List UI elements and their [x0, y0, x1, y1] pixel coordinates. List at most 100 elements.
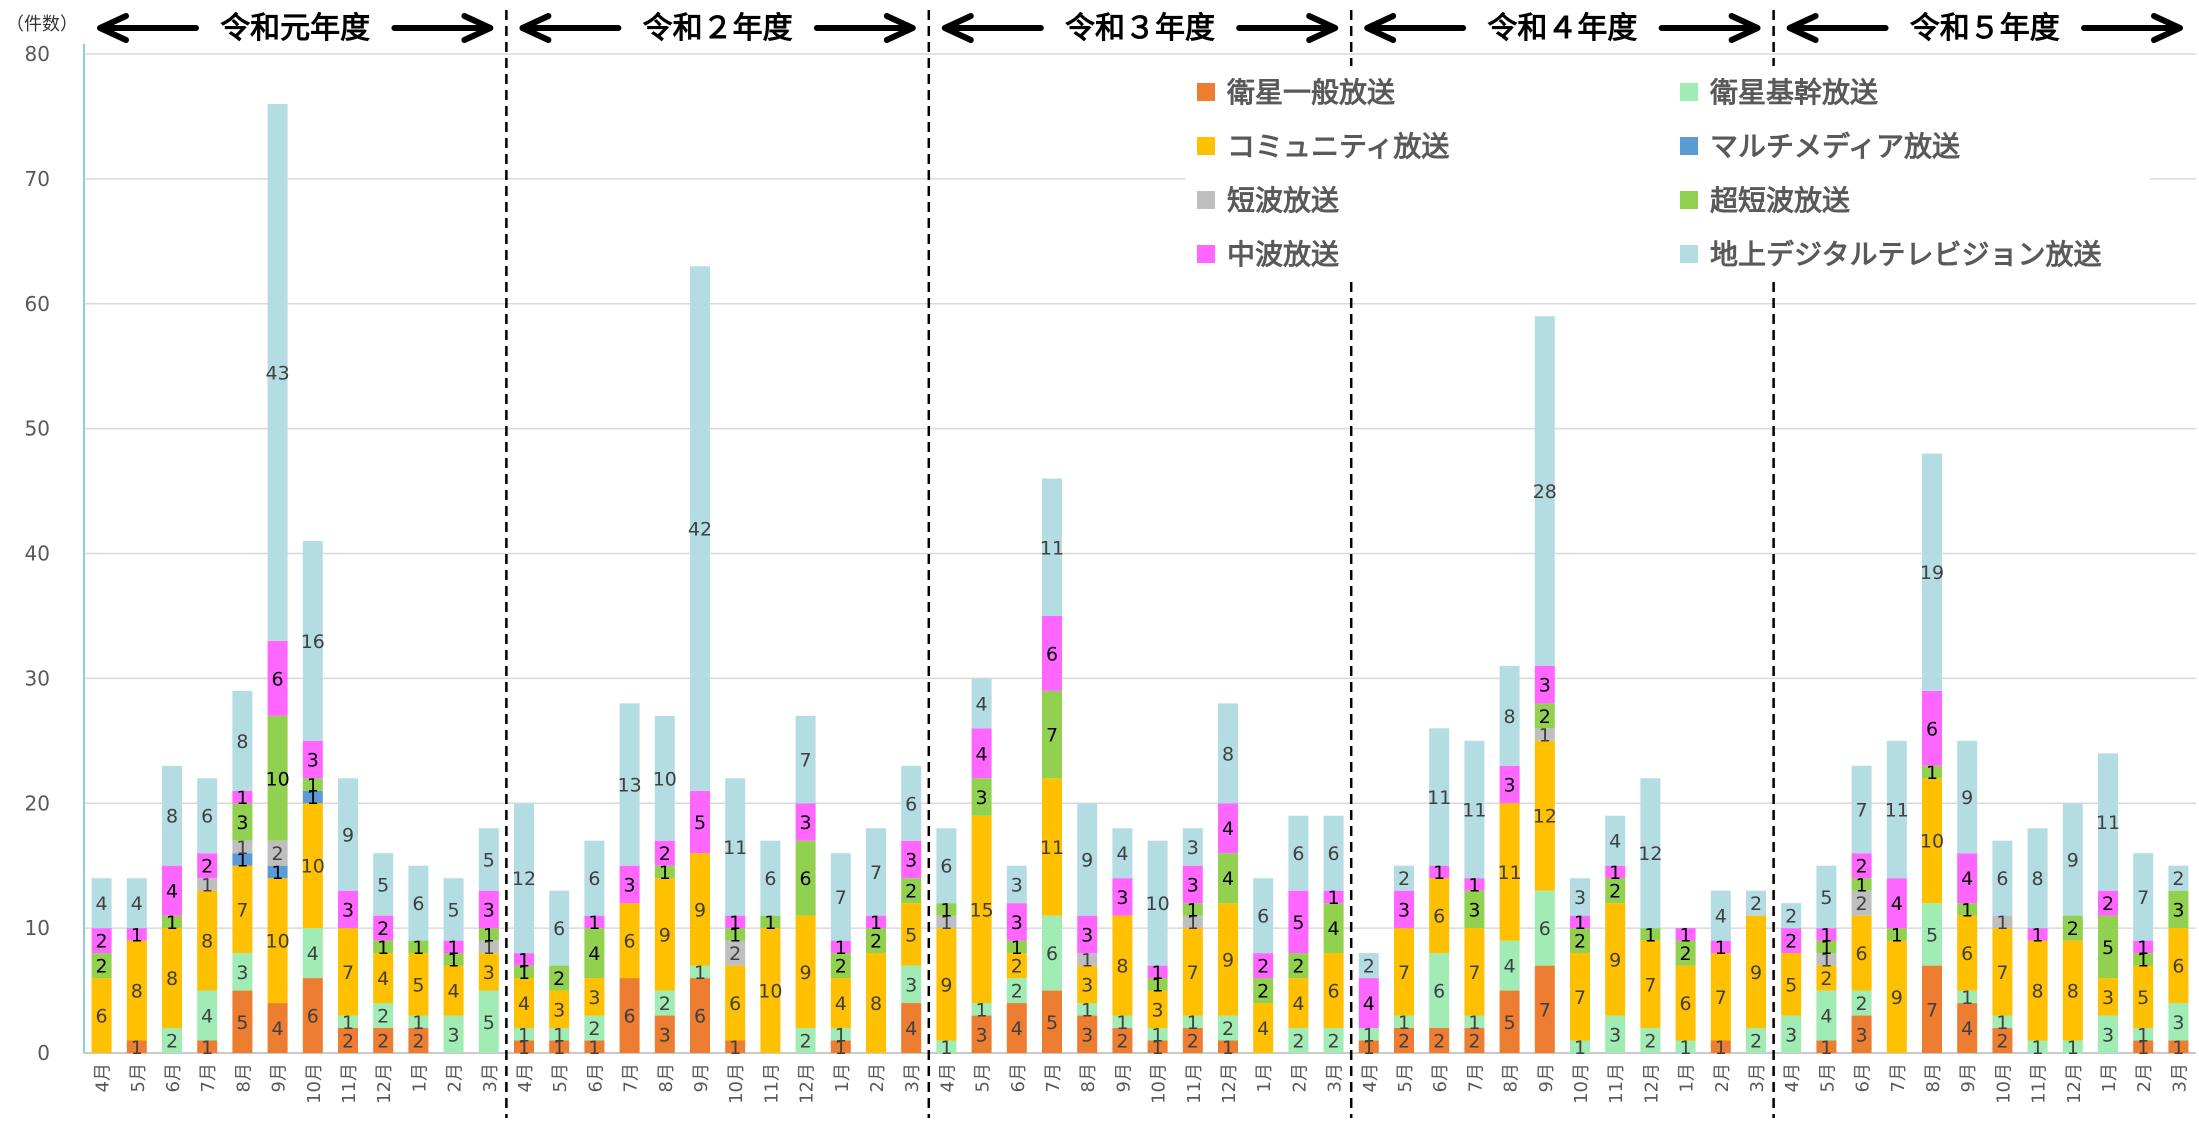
bar-segment: [2168, 1040, 2189, 1053]
bar-segment: [1675, 1040, 1696, 1053]
data-label: 7: [1856, 799, 1868, 821]
data-label: 10: [758, 981, 782, 1003]
bar-segment: [1534, 728, 1555, 741]
data-label: 8: [236, 731, 248, 753]
bar-segment: [1182, 1015, 1203, 1029]
data-label: 4: [1715, 906, 1727, 928]
bar-segment: [514, 953, 534, 966]
bar-segment: [478, 828, 499, 891]
data-label: 1: [1152, 1024, 1164, 1046]
data-label: 2: [1856, 893, 1868, 915]
bar-segment: [1534, 665, 1555, 704]
bar-segment: [584, 1040, 605, 1053]
bar-segment: [2133, 1028, 2154, 1041]
bar-segment: [725, 1040, 746, 1053]
data-label: 2: [800, 1031, 812, 1053]
bar-segment: [408, 1028, 429, 1053]
bar-segment: [126, 878, 147, 929]
data-label: 8: [1116, 956, 1128, 978]
bar-segment: [1042, 615, 1062, 691]
data-label: 1: [1468, 1012, 1480, 1034]
data-label: 1: [236, 849, 248, 871]
bar-segment: [1992, 1015, 2013, 1029]
bar-segment: [338, 1028, 358, 1053]
data-label: 1: [2137, 949, 2149, 971]
bar-segment: [1570, 878, 1590, 916]
bar-segment: [478, 990, 499, 1053]
bar-segment: [302, 803, 323, 929]
bar-segment: [197, 778, 218, 854]
data-label: 4: [96, 893, 108, 915]
data-label: 1: [729, 1037, 741, 1059]
x-tick-label: 7月: [621, 1063, 642, 1092]
data-label: 42: [688, 519, 712, 541]
data-label: 1: [1116, 1012, 1128, 1034]
x-tick-label: 6月: [1430, 1063, 1451, 1092]
bar-segment: [1042, 990, 1062, 1053]
bar-segment: [830, 853, 851, 941]
bar-segment: [1816, 928, 1837, 941]
data-label: 9: [1222, 949, 1234, 971]
bar-segment: [1394, 865, 1414, 891]
bar-segment: [1957, 1003, 1978, 1053]
bar-segment: [1253, 953, 1274, 979]
bar-segment: [1394, 1028, 1414, 1053]
y-tick-label: 50: [25, 417, 50, 441]
data-label: 4: [976, 693, 988, 715]
x-tick-label: 2月: [1289, 1063, 1310, 1092]
data-label: 1: [1152, 962, 1164, 984]
data-label: 3: [1011, 912, 1023, 934]
x-tick-label: 12月: [2064, 1063, 2085, 1104]
data-label: 1: [2067, 1037, 2079, 1059]
bar-segment: [1288, 815, 1309, 891]
data-label: 4: [1820, 1006, 1832, 1028]
bar-segment: [197, 890, 218, 991]
bar-segment: [584, 928, 605, 979]
data-label: 4: [1961, 1018, 1973, 1040]
data-label: 12: [512, 868, 536, 890]
bar-segment: [654, 715, 675, 841]
data-label: 3: [659, 1024, 671, 1046]
left-arrow-icon: [1364, 13, 1467, 43]
bar-segment: [408, 953, 429, 1016]
x-tick-label: 4月: [1360, 1063, 1381, 1092]
data-label: 5: [1926, 924, 1938, 946]
data-label: 1: [1433, 862, 1445, 884]
bar-segment: [162, 1028, 182, 1053]
bar-segment: [1816, 953, 1837, 966]
data-label: 1: [1328, 887, 1340, 909]
bar-segment: [1992, 915, 2013, 929]
bar-segment: [795, 803, 816, 841]
data-label: 2: [835, 956, 847, 978]
bar-segment: [1710, 953, 1731, 1041]
data-label: 7: [1644, 974, 1656, 996]
bar-segment: [1992, 928, 2013, 1016]
data-label: 6: [201, 806, 213, 828]
data-label: 2: [166, 1031, 178, 1053]
bar-segment: [1253, 878, 1274, 954]
bar-segment: [1781, 928, 1802, 954]
bar-segment: [338, 890, 358, 929]
bar-segment: [584, 915, 605, 929]
x-tick-label: 2月: [445, 1063, 466, 1092]
bar-segment: [619, 865, 640, 904]
data-label: 1: [1680, 1037, 1692, 1059]
data-label: 9: [1609, 949, 1621, 971]
bar-segment: [1534, 703, 1555, 729]
bar-segment: [1429, 728, 1450, 866]
bar-segment: [1323, 815, 1344, 891]
data-label: 2: [1363, 956, 1375, 978]
data-label: 1: [377, 937, 389, 959]
bar-segment: [1499, 665, 1520, 766]
bar-segment: [1288, 890, 1309, 954]
data-label: 2: [1468, 1031, 1480, 1053]
data-label: 1: [412, 937, 424, 959]
data-label: 4: [1961, 868, 1973, 890]
bar-segment: [936, 915, 957, 929]
x-tick-label: 3月: [1747, 1063, 1768, 1092]
data-label: 1: [166, 912, 178, 934]
bar-segment: [1464, 890, 1485, 929]
x-tick-label: 1月: [2099, 1063, 2120, 1092]
bar-segment: [795, 1028, 816, 1053]
data-label: 2: [1011, 981, 1023, 1003]
